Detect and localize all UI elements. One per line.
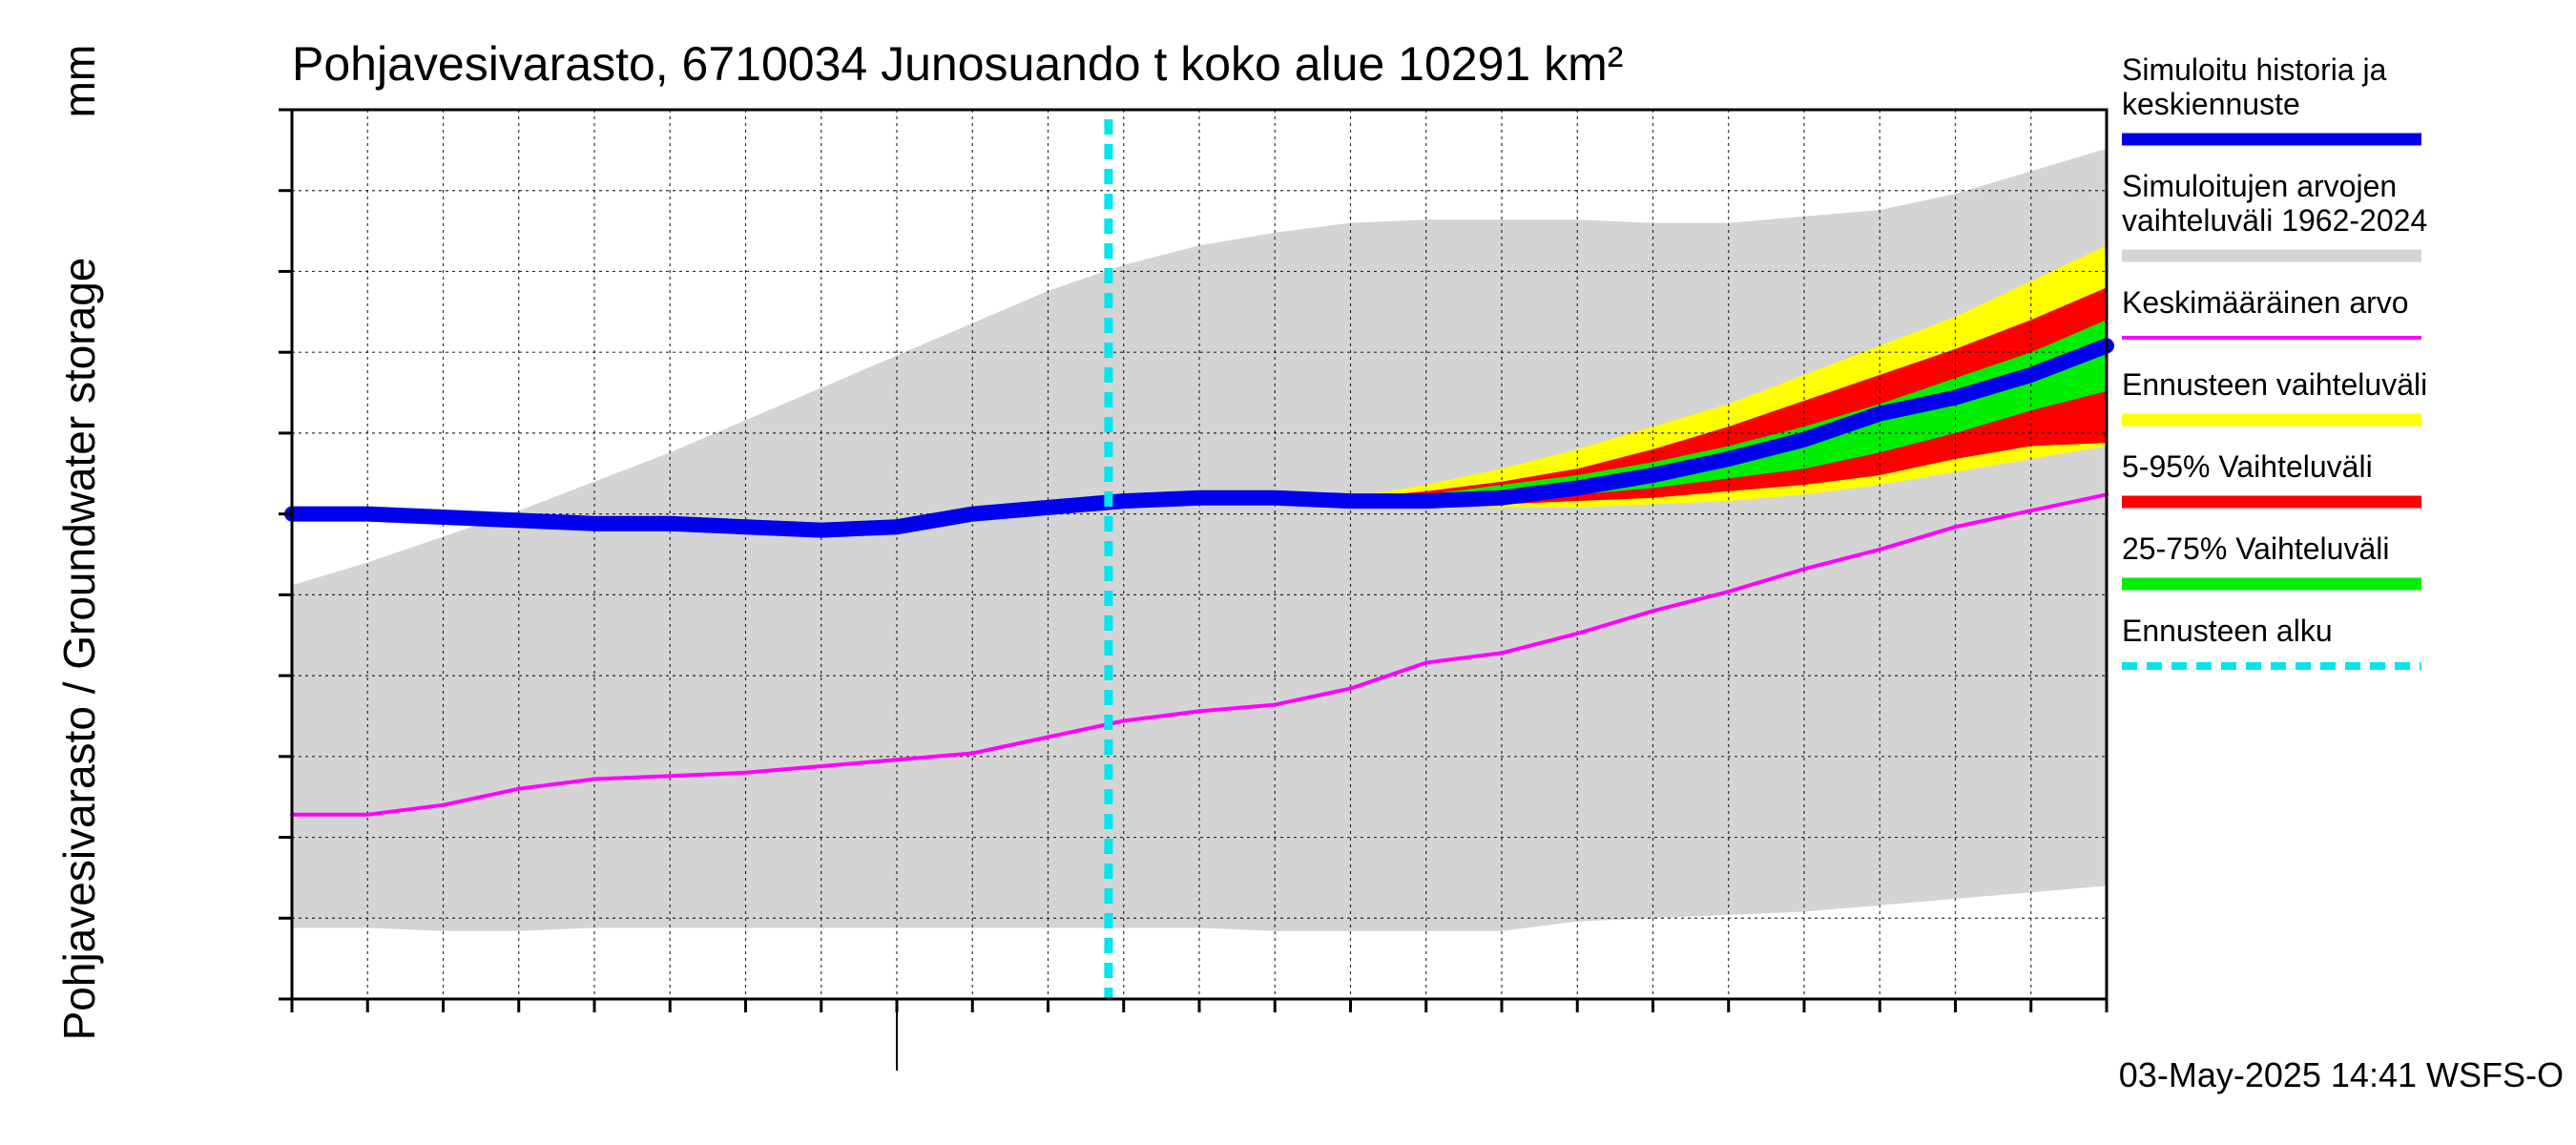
y-axis-ticks <box>279 108 292 1001</box>
legend-swatch <box>2122 249 2421 262</box>
series-line-mean <box>290 492 2109 817</box>
legend-label: Ennusteen alku <box>2122 614 2333 648</box>
grid-lines <box>292 110 2107 999</box>
legend-label: 5-95% Vaihteluväli <box>2122 449 2373 484</box>
chart-title: Pohjavesivarasto, 6710034 Junosuando t k… <box>292 37 1623 91</box>
y-axis-unit: mm <box>54 45 104 118</box>
legend-swatch <box>2122 133 2421 146</box>
legend-label: Simuloitujen arvojen <box>2122 169 2397 203</box>
legend-swatch <box>2122 413 2421 427</box>
legend-swatch <box>2122 336 2421 340</box>
footer-timestamp: 03-May-2025 14:41 WSFS-O <box>2119 1055 2564 1094</box>
x-axis-ticks <box>290 999 2109 1071</box>
legend-label: Keskimääräinen arvo <box>2122 285 2409 320</box>
legend-label: vaihteluväli 1962-2024 <box>2122 203 2427 238</box>
y-axis-label: Pohjavesivarasto / Groundwater storage <box>54 258 104 1041</box>
legend-label: keskiennuste <box>2122 87 2300 121</box>
legend-label: Simuloitu historia ja <box>2122 52 2387 87</box>
legend-swatch <box>2122 577 2421 591</box>
series-line-main <box>284 338 2114 538</box>
legend-label: Ennusteen vaihteluväli <box>2122 367 2427 402</box>
band-2 <box>1350 287 2107 505</box>
legend-swatch <box>2122 495 2421 509</box>
series-lines <box>284 338 2114 817</box>
legend-label: 25-75% Vaihteluväli <box>2122 531 2389 566</box>
